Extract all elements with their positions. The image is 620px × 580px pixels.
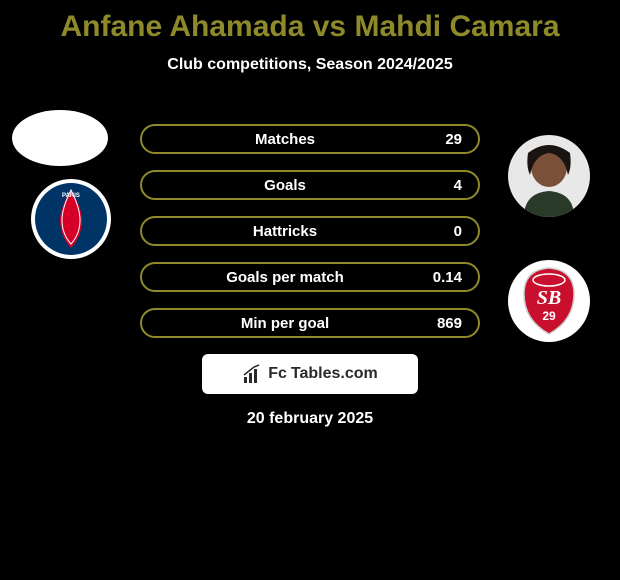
- subtitle: Club competitions, Season 2024/2025: [0, 56, 620, 74]
- stat-row: Matches29: [140, 124, 480, 154]
- watermark-prefix: Fc: [268, 365, 287, 383]
- stat-label: Goals per match: [158, 269, 412, 286]
- date-text: 20 february 2025: [247, 410, 373, 428]
- stat-label: Matches: [158, 131, 412, 148]
- stat-row: Hattricks0: [140, 216, 480, 246]
- stat-right-value: 29: [412, 131, 462, 148]
- stat-right-value: 0.14: [412, 269, 462, 286]
- player-left-avatar: [12, 110, 108, 166]
- player-right-avatar: [508, 135, 590, 217]
- chart-icon: [242, 363, 264, 385]
- player-silhouette-icon: [514, 141, 584, 217]
- stat-label: Min per goal: [158, 315, 412, 332]
- stat-label: Goals: [158, 177, 412, 194]
- page-title: Anfane Ahamada vs Mahdi Camara: [0, 0, 620, 44]
- stat-row: Min per goal869: [140, 308, 480, 338]
- svg-text:29: 29: [542, 309, 556, 323]
- brest-crest-icon: SB 29: [508, 260, 590, 342]
- stat-label: Hattricks: [158, 223, 412, 240]
- comparison-infographic: Anfane Ahamada vs Mahdi Camara Club comp…: [0, 0, 620, 580]
- watermark: FcTables.com: [202, 354, 418, 394]
- stats-bars: Matches29 Goals4 Hattricks0 Goals per match…: [140, 124, 480, 354]
- svg-text:SB: SB: [537, 287, 561, 309]
- club-left-logo: PARIS: [30, 178, 112, 260]
- stat-right-value: 869: [412, 315, 462, 332]
- watermark-text: Tables.com: [291, 365, 378, 383]
- stat-right-value: 4: [412, 177, 462, 194]
- club-right-logo: SB 29: [508, 260, 590, 342]
- stat-row: Goals per match0.14: [140, 262, 480, 292]
- stat-row: Goals4: [140, 170, 480, 200]
- svg-text:PARIS: PARIS: [62, 193, 80, 199]
- psg-crest-icon: PARIS: [30, 178, 112, 260]
- stat-right-value: 0: [412, 223, 462, 240]
